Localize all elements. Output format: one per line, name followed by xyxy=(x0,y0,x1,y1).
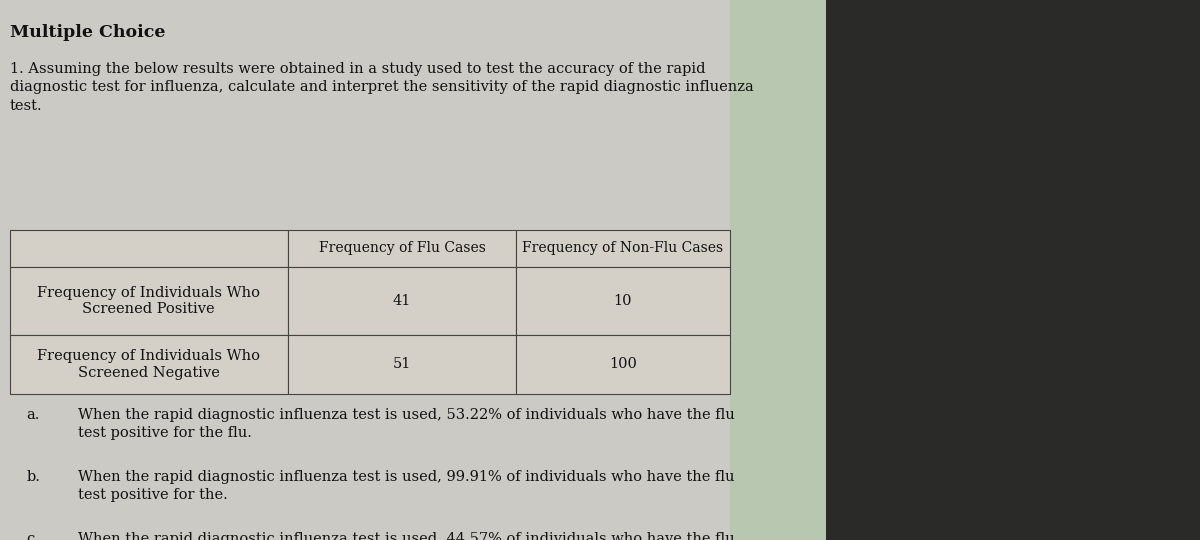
Text: Frequency of Individuals Who
Screened Negative: Frequency of Individuals Who Screened Ne… xyxy=(37,349,260,380)
Text: 41: 41 xyxy=(392,294,412,308)
Text: Frequency of Individuals Who
Screened Positive: Frequency of Individuals Who Screened Po… xyxy=(37,286,260,316)
Text: Frequency of Flu Cases: Frequency of Flu Cases xyxy=(318,241,486,255)
Text: 100: 100 xyxy=(608,357,637,372)
Bar xyxy=(730,0,826,540)
Text: When the rapid diagnostic influenza test is used, 44.57% of individuals who have: When the rapid diagnostic influenza test… xyxy=(78,532,734,540)
Text: 1. Assuming the below results were obtained in a study used to test the accuracy: 1. Assuming the below results were obtai… xyxy=(10,62,754,113)
Text: When the rapid diagnostic influenza test is used, 99.91% of individuals who have: When the rapid diagnostic influenza test… xyxy=(78,470,734,502)
Bar xyxy=(826,0,1200,540)
Text: When the rapid diagnostic influenza test is used, 53.22% of individuals who have: When the rapid diagnostic influenza test… xyxy=(78,408,734,440)
Text: a.: a. xyxy=(26,408,40,422)
Text: Multiple Choice: Multiple Choice xyxy=(10,24,166,41)
Text: c.: c. xyxy=(26,532,40,540)
Text: Frequency of Non-Flu Cases: Frequency of Non-Flu Cases xyxy=(522,241,724,255)
Text: 51: 51 xyxy=(392,357,412,372)
Text: 10: 10 xyxy=(613,294,632,308)
Text: b.: b. xyxy=(26,470,41,484)
